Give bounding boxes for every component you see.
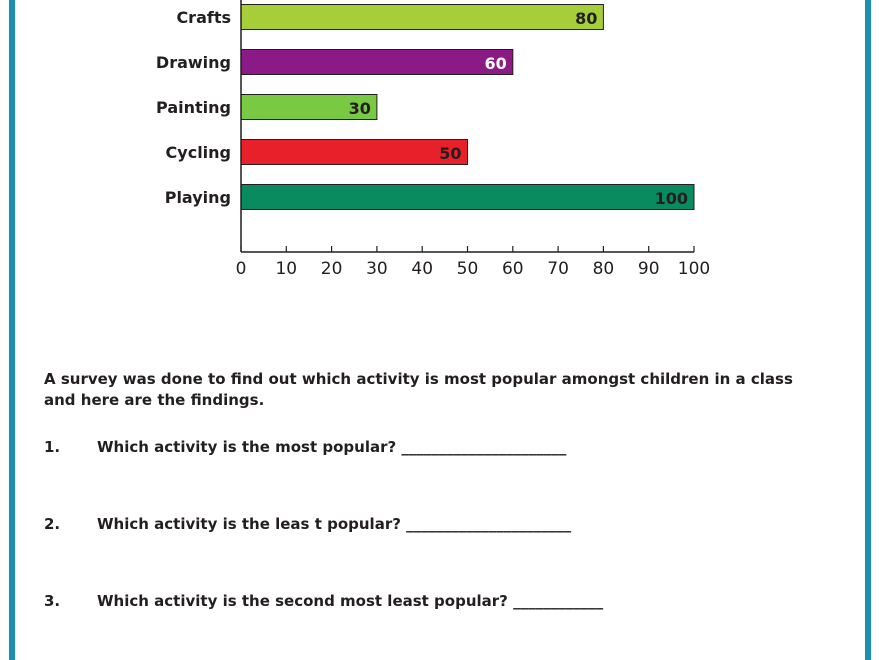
value-label-playing: 100 <box>655 189 688 208</box>
x-tick-label-70: 70 <box>547 259 569 279</box>
category-label-drawing: Drawing <box>156 53 231 72</box>
value-label-painting: 30 <box>349 99 371 118</box>
bar-painting <box>240 94 378 120</box>
category-label-cycling: Cycling <box>166 143 231 162</box>
frame-right-border <box>865 0 871 660</box>
x-tick-label-60: 60 <box>502 259 524 279</box>
bar-playing <box>240 184 695 210</box>
question-1-text: Which activity is the most popular? ____… <box>97 438 567 456</box>
x-tick-label-30: 30 <box>366 259 388 279</box>
value-label-cycling: 50 <box>439 144 461 163</box>
category-label-playing: Playing <box>165 188 231 207</box>
question-3: 3. Which activity is the second most leas… <box>44 592 603 610</box>
x-tick-label-0: 0 <box>236 259 247 279</box>
question-2-number: 2. <box>44 515 61 533</box>
question-1-number: 1. <box>44 438 61 456</box>
question-2-text: Which activity is the leas t popular? __… <box>97 515 572 533</box>
category-label-painting: Painting <box>156 98 231 117</box>
x-tick-label-100: 100 <box>678 259 710 279</box>
question-3-number: 3. <box>44 592 61 610</box>
x-tick-label-50: 50 <box>457 259 479 279</box>
bar-crafts <box>240 4 604 30</box>
question-3-text: Which activity is the second most least … <box>97 592 604 610</box>
x-tick-label-20: 20 <box>321 259 343 279</box>
x-tick-label-10: 10 <box>275 259 297 279</box>
value-label-drawing: 60 <box>485 54 507 73</box>
x-tick-label-90: 90 <box>638 259 660 279</box>
bar-chart: Crafts 80 Drawing 60 Painting 30 Cycling 50 Play… <box>156 0 710 279</box>
frame-left-border <box>9 0 15 660</box>
bar-drawing <box>240 49 514 75</box>
category-label-crafts: Crafts <box>176 8 231 27</box>
x-tick-label-80: 80 <box>593 259 615 279</box>
question-2: 2. Which activity is the leas t popular? … <box>44 515 571 533</box>
survey-intro: A survey was done to find out which acti… <box>44 370 793 409</box>
value-label-crafts: 80 <box>575 9 597 28</box>
x-tick-label-40: 40 <box>411 259 433 279</box>
bar-cycling <box>240 139 468 165</box>
question-1: 1. Which activity is the most popular? __… <box>44 438 566 456</box>
